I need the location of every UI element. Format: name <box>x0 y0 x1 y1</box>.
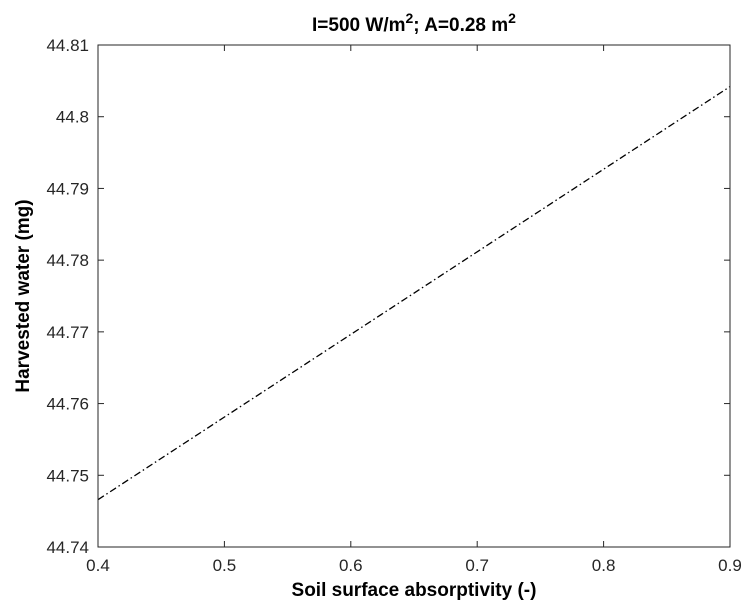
x-tick-label: 0.5 <box>213 556 237 575</box>
chart-title: I=500 W/m2; A=0.28 m2 <box>312 10 516 36</box>
x-axis-label: Soil surface absorptivity (-) <box>292 580 537 601</box>
axes-box <box>97 44 731 548</box>
y-tick-label: 44.77 <box>46 323 89 342</box>
y-tick-label: 44.78 <box>46 251 89 270</box>
plot-area <box>98 45 730 547</box>
x-tick-label: 0.9 <box>718 556 742 575</box>
series-layer <box>97 86 731 501</box>
x-tick-label: 0.4 <box>86 556 110 575</box>
y-tick-label: 44.75 <box>46 466 89 485</box>
ticks-layer: 0.4 0.5 0.6 0.7 0.8 0.9 44.74 44.75 44.76 44.77 44… <box>46 36 741 575</box>
x-tick-label: 0.8 <box>592 556 616 575</box>
y-tick-label: 44.76 <box>46 395 89 414</box>
y-axis-label: Harvested water (mg) <box>13 199 34 392</box>
y-tick-label: 44.79 <box>46 179 89 198</box>
series-line <box>97 86 731 501</box>
y-tick-label: 44.8 <box>56 108 89 127</box>
y-tick-label: 44.81 <box>46 36 89 55</box>
x-tick-label: 0.7 <box>465 556 489 575</box>
x-tick-label: 0.6 <box>339 556 363 575</box>
y-tick-label: 44.74 <box>46 538 89 557</box>
